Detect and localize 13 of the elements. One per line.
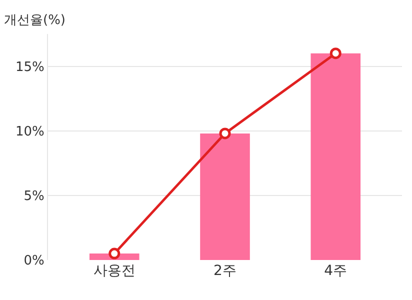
x-tick-label: 4주 [324,263,348,279]
y-axis-title: 개선율(%) [4,13,66,28]
point [219,128,231,140]
bar [200,133,250,260]
y-tick-label: 15% [15,60,44,75]
x-tick-label: 사용전 [93,263,136,279]
y-tick-label: 0% [24,254,44,269]
point [330,48,342,60]
y-tick-label: 10% [15,124,44,140]
y-tick-label: 5% [24,188,44,204]
bar [310,53,361,260]
point [108,248,120,260]
x-tick-label: 2주 [214,263,236,279]
